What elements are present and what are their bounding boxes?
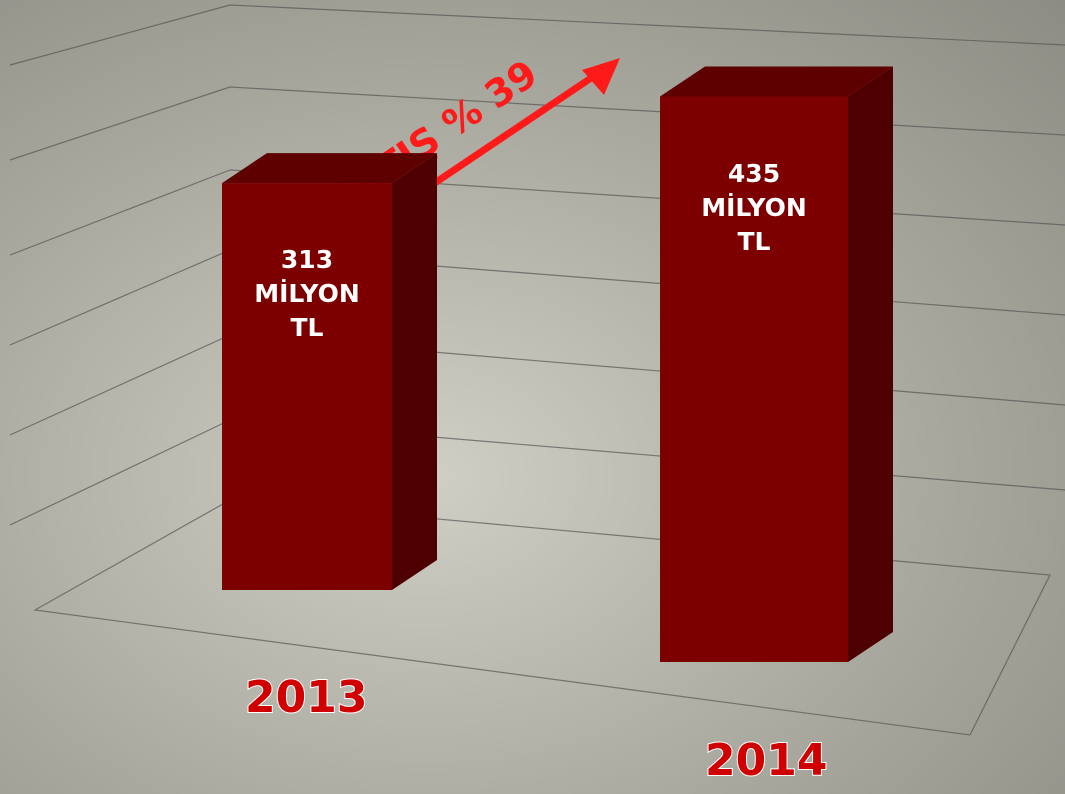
x-tick-label: 2013 (245, 672, 367, 723)
arrow-head (582, 58, 620, 95)
x-tick-label: 2014 (705, 735, 827, 786)
value-label: 435 MİLYON TL (701, 158, 807, 256)
bar-side (392, 153, 437, 590)
bar (660, 96, 848, 662)
bar (222, 183, 392, 590)
bar-top (660, 66, 893, 97)
value-label: 313 MİLYON TL (254, 245, 360, 343)
bar-side (848, 66, 893, 662)
bar-top (222, 153, 437, 184)
